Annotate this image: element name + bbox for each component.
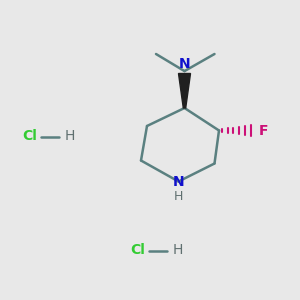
- Text: H: H: [64, 130, 75, 143]
- Text: F: F: [259, 124, 268, 137]
- Text: N: N: [173, 175, 184, 188]
- Polygon shape: [178, 74, 190, 108]
- Text: H: H: [172, 244, 183, 257]
- Text: H: H: [174, 190, 183, 203]
- Text: N: N: [179, 57, 190, 71]
- Text: Cl: Cl: [130, 244, 146, 257]
- Text: Cl: Cl: [22, 130, 38, 143]
